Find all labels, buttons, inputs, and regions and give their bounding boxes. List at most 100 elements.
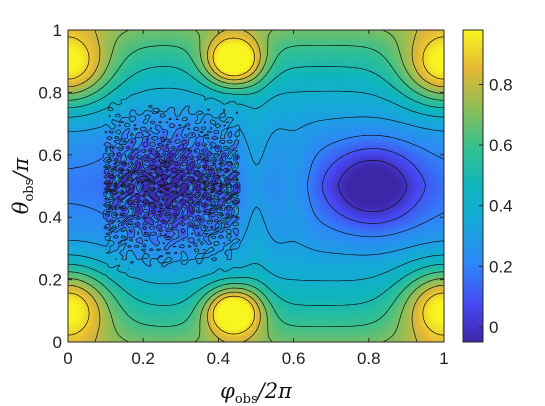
heat-cell: [182, 332, 187, 337]
heat-cell: [393, 300, 397, 305]
heat-cell: [176, 310, 181, 314]
heat-cell: [291, 313, 295, 318]
heat-cell: [125, 332, 130, 337]
heat-cell: [201, 271, 206, 276]
heat-cell: [205, 310, 209, 314]
heat-cell: [227, 294, 232, 299]
heat-cell: [195, 313, 200, 318]
heat-cell: [138, 262, 142, 267]
heat-cell: [252, 316, 257, 321]
heat-cell: [389, 287, 394, 292]
heat-cell: [179, 306, 184, 311]
heat-cell: [367, 256, 372, 260]
heat-cell: [361, 236, 365, 241]
heat-cell: [128, 310, 133, 314]
heat-cell: [195, 265, 200, 270]
heat-cell: [357, 281, 362, 286]
heat-cell: [112, 303, 117, 308]
heat-cell: [93, 287, 98, 292]
heat-cell: [83, 271, 88, 276]
heat-cell: [163, 294, 168, 299]
heat-cell: [300, 240, 305, 244]
heat-cell: [68, 322, 72, 327]
heat-cell: [424, 332, 429, 337]
heat-cell: [380, 326, 385, 330]
heat-cell: [287, 249, 292, 254]
heat-cell: [246, 233, 251, 238]
heat-cell: [195, 322, 200, 327]
heat-cell: [361, 338, 365, 342]
heat-cell: [408, 275, 413, 279]
heat-cell: [367, 306, 372, 311]
heat-cell: [138, 240, 142, 244]
heat-cell: [259, 306, 263, 311]
heat-cell: [71, 271, 75, 276]
heat-cell: [128, 316, 133, 321]
heat-cell: [80, 313, 85, 318]
heat-cell: [357, 319, 362, 324]
heat-cell: [399, 278, 404, 283]
heat-cell: [300, 316, 305, 321]
heat-cell: [364, 268, 369, 273]
heat-cell: [405, 240, 410, 244]
heat-cell: [87, 287, 91, 292]
heat-cell: [169, 256, 174, 260]
heat-cell: [71, 265, 75, 270]
heat-cell: [383, 310, 388, 314]
heat-cell: [138, 297, 142, 302]
heat-cell: [144, 335, 149, 340]
heat-cell: [240, 249, 244, 254]
heat-cell: [322, 243, 327, 248]
heat-cell: [338, 236, 343, 241]
heat-cell: [154, 265, 158, 270]
heat-cell: [179, 291, 184, 295]
heat-cell: [201, 249, 206, 254]
heat-cell: [259, 233, 263, 238]
heat-cell: [112, 287, 117, 292]
heat-cell: [109, 287, 114, 292]
heat-cell: [437, 300, 442, 305]
heat-cell: [192, 294, 197, 299]
heat-cell: [297, 243, 302, 248]
heat-cell: [99, 329, 104, 334]
heat-cell: [169, 338, 174, 342]
heat-cell: [77, 306, 82, 311]
heat-cell: [128, 332, 133, 337]
heat-cell: [230, 275, 235, 279]
heat-cell: [103, 322, 107, 327]
heat-cell: [291, 287, 295, 292]
heat-cell: [192, 332, 197, 337]
heat-cell: [262, 262, 267, 267]
heat-cell: [118, 303, 123, 308]
heat-cell: [275, 326, 279, 330]
heat-cell: [134, 287, 139, 292]
heat-cell: [115, 284, 120, 289]
heat-cell: [428, 322, 432, 327]
heat-cell: [284, 316, 289, 321]
heat-cell: [211, 326, 216, 330]
heat-cell: [236, 278, 241, 283]
heat-cell: [348, 236, 353, 241]
heat-cell: [357, 246, 362, 251]
heat-cell: [77, 249, 82, 254]
heat-cell: [99, 291, 104, 295]
heat-cell: [287, 313, 292, 318]
heat-cell: [275, 319, 279, 324]
heat-cell: [354, 287, 359, 292]
heat-cell: [163, 287, 168, 292]
heat-cell: [268, 240, 273, 244]
heat-cell: [316, 233, 321, 238]
heat-cell: [224, 240, 228, 244]
heat-cell: [303, 310, 308, 314]
heat-cell: [106, 310, 111, 314]
heat-cell: [335, 338, 340, 342]
heat-cell: [115, 310, 120, 314]
heat-cell: [189, 313, 193, 318]
heat-cell: [249, 332, 254, 337]
heat-cell: [284, 287, 289, 292]
heat-cell: [434, 294, 439, 299]
heat-cell: [396, 326, 400, 330]
heat-cell: [224, 329, 228, 334]
heat-cell: [233, 249, 238, 254]
heat-cell: [198, 256, 203, 260]
